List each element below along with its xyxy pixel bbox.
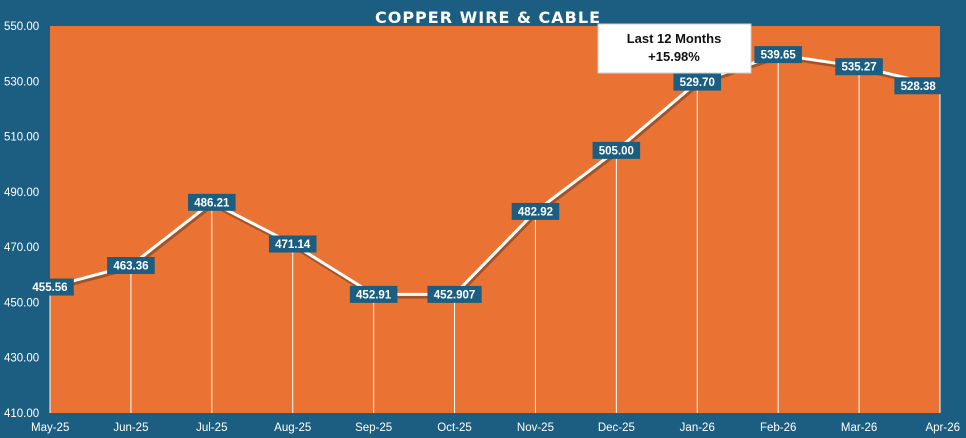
data-label: 539.65 [754,46,802,64]
x-tick-label: Aug-25 [274,422,311,434]
data-label: 505.00 [592,141,641,159]
data-label-text: 471.14 [275,239,311,251]
data-label-text: 535.27 [841,62,876,74]
y-axis: 410.00 430.00 450.00 470.00 490.00 510.00 530.… [4,21,39,420]
data-label: 452.907 [427,285,482,303]
callout-line2: +15.98% [648,49,700,64]
callout: Last 12 Months +15.98% [597,23,752,74]
data-label-box [427,285,482,303]
data-label: 535.27 [835,58,883,76]
x-tick-label: Sep-25 [355,422,392,434]
data-label-text: 486.21 [194,197,230,209]
data-label-text: 452.91 [356,289,392,301]
drop-lines [49,54,941,413]
callout-box [597,23,752,74]
data-label-box [835,58,883,76]
data-labels: 455.56 463.36 486.21 471.14 452.91 452.907 482… [26,46,942,303]
x-tick-label: Jan-26 [680,422,715,434]
y-tick-label: 410.00 [4,408,39,420]
data-label-text: 463.36 [113,260,148,272]
data-label: 455.56 [26,278,74,296]
callout-line1: Last 12 Months [627,31,722,46]
data-label-box [592,141,641,159]
x-tick-label: Jul-25 [196,422,227,434]
x-tick-label: Apr-26 [925,422,960,434]
data-label-box [188,193,236,211]
data-label-box [107,256,155,274]
x-tick-label: Oct-25 [437,422,472,434]
data-label: 529.70 [673,73,722,91]
data-label-text: 482.92 [518,206,553,218]
y-tick-label: 530.00 [4,76,39,88]
x-tick-label: Jun-25 [113,422,148,434]
chart-title: COPPER WIRE & CABLE [375,8,601,27]
x-tick-label: Nov-25 [517,422,554,434]
x-axis: May-25 Jun-25 Jul-25 Aug-25 Sep-25 Oct-25 Nov-… [31,422,960,434]
data-label-box [754,46,802,64]
y-tick-label: 490.00 [4,187,39,199]
data-label-text: 455.56 [32,282,67,294]
data-label-text: 529.70 [680,77,715,89]
data-label-text: 528.38 [901,81,937,93]
data-label: 528.38 [894,77,942,95]
plot-area [50,26,940,413]
data-label: 482.92 [511,202,560,220]
y-tick-label: 470.00 [4,242,39,254]
data-label-box [268,235,317,253]
data-label-text: 452.907 [434,289,476,301]
data-label: 452.91 [349,285,398,303]
data-label: 463.36 [107,256,155,274]
data-label-box [894,77,942,95]
y-tick-label: 450.00 [4,297,39,309]
data-label-box [511,202,560,220]
x-tick-label: Dec-25 [598,422,635,434]
data-label-box [349,285,398,303]
data-label-text: 539.65 [761,50,797,62]
data-label: 471.14 [268,235,317,253]
x-tick-label: Mar-26 [841,422,877,434]
y-tick-label: 430.00 [4,353,39,365]
y-tick-label: 510.00 [4,132,39,144]
data-label-box [673,73,722,91]
data-label: 486.21 [188,193,236,211]
x-tick-label: May-25 [31,422,69,434]
data-label-text: 505.00 [599,145,634,157]
data-label-box [26,278,74,296]
x-tick-label: Feb-26 [760,422,796,434]
y-tick-label: 550.00 [4,21,39,33]
